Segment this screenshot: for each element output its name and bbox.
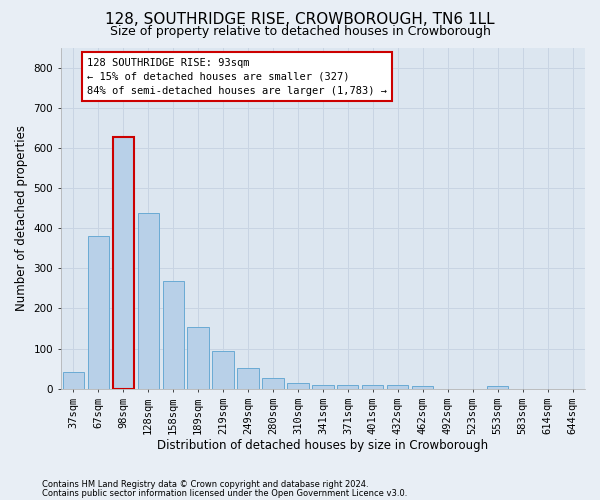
Text: 128, SOUTHRIDGE RISE, CROWBOROUGH, TN6 1LL: 128, SOUTHRIDGE RISE, CROWBOROUGH, TN6 1… bbox=[105, 12, 495, 26]
Bar bbox=[62, 372, 84, 389]
Bar bbox=[137, 213, 159, 389]
Text: Contains HM Land Registry data © Crown copyright and database right 2024.: Contains HM Land Registry data © Crown c… bbox=[42, 480, 368, 489]
Bar bbox=[387, 385, 409, 389]
Bar bbox=[412, 386, 433, 389]
Bar bbox=[337, 385, 358, 389]
Bar bbox=[187, 326, 209, 389]
Bar bbox=[212, 350, 233, 389]
Bar bbox=[238, 368, 259, 389]
Y-axis label: Number of detached properties: Number of detached properties bbox=[15, 125, 28, 311]
Bar bbox=[313, 385, 334, 389]
Bar bbox=[88, 236, 109, 389]
Bar bbox=[362, 385, 383, 389]
Bar bbox=[113, 136, 134, 389]
X-axis label: Distribution of detached houses by size in Crowborough: Distribution of detached houses by size … bbox=[157, 440, 488, 452]
Text: Size of property relative to detached houses in Crowborough: Size of property relative to detached ho… bbox=[110, 25, 490, 38]
Bar bbox=[163, 281, 184, 389]
Bar bbox=[287, 383, 308, 389]
Text: Contains public sector information licensed under the Open Government Licence v3: Contains public sector information licen… bbox=[42, 488, 407, 498]
Bar bbox=[262, 378, 284, 389]
Bar bbox=[487, 386, 508, 389]
Text: 128 SOUTHRIDGE RISE: 93sqm
← 15% of detached houses are smaller (327)
84% of sem: 128 SOUTHRIDGE RISE: 93sqm ← 15% of deta… bbox=[87, 58, 387, 96]
